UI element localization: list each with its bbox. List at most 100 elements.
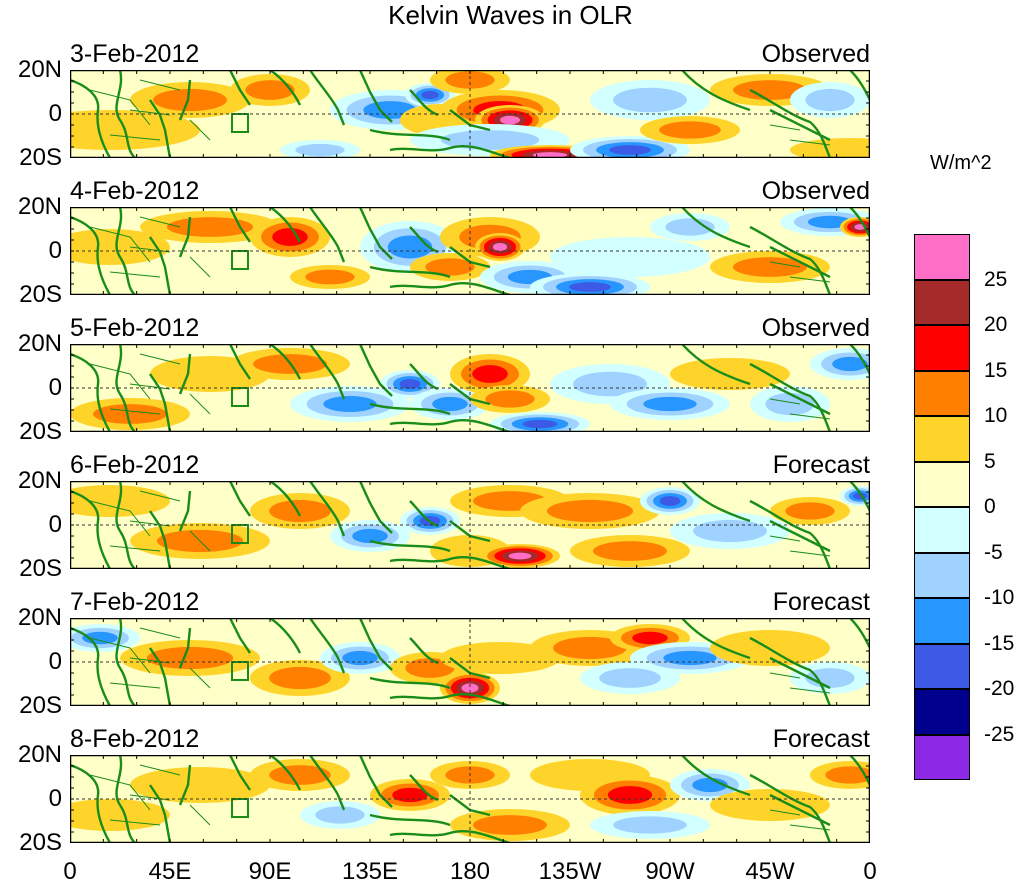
coastline [70,763,112,843]
coastline [681,207,751,249]
country-border [789,687,831,694]
coastline [228,344,251,380]
coastline [389,692,511,706]
coastline [849,755,870,786]
country-border [189,393,211,415]
anomaly-contour [522,419,558,429]
anomaly-contour [665,218,715,236]
coastline [70,489,112,569]
coastline [269,618,302,654]
country-borders [89,79,831,146]
chart-title: Kelvin Waves in OLR [388,0,633,30]
olr-anomaly-map [70,618,870,706]
country-border [129,246,171,253]
panel-frame [70,481,870,569]
map-panel-2: 4-Feb-2012 Observed [70,177,870,295]
anomaly-contour [445,71,495,89]
country-border [109,682,161,689]
country-border [129,383,171,390]
legend-swatch [914,234,970,280]
lat-label: 20N [17,56,62,83]
coastline [369,128,451,142]
country-border [129,520,171,527]
coastline [149,510,172,569]
anomaly-contour [352,528,388,544]
coastline [389,555,511,569]
legend-label: 15 [984,358,1008,382]
anomaly-contour [832,356,868,372]
panel-date: 6-Feb-2012 [70,451,200,479]
coastline [269,481,302,517]
coastline [149,784,172,843]
anomaly-contour [421,90,439,100]
coastline [358,70,393,123]
coastline [358,618,393,671]
olr-anomaly-map [70,344,870,432]
anomaly-contour [508,552,532,560]
anomaly-contour [593,541,667,561]
country-border [769,261,801,268]
anomaly-contour [532,152,568,158]
anomaly-contour [599,668,661,688]
coastline [769,519,831,553]
coastline [228,481,251,517]
lon-label: 45W [745,858,795,885]
coastline [178,627,192,669]
units-label: W/m^2 [930,152,992,174]
lat-label: 20S [19,829,62,856]
coastline [358,207,393,260]
anomaly-contour [425,258,475,276]
coastline [149,373,172,432]
coastline [309,344,346,400]
olr-anomaly-map [70,481,870,569]
anomaly-contour [573,371,647,397]
country-borders [89,627,831,694]
legend-swatch [914,370,970,416]
coastline [681,70,751,112]
anomaly-contour [399,379,421,389]
coastline [70,78,112,158]
lat-label: 20N [17,604,62,631]
anomaly-contour [613,87,687,113]
color-legend [914,234,970,780]
anomaly-contour [643,396,697,412]
country-border [109,134,161,141]
anomaly-contour [632,631,668,645]
legend-swatch [914,643,970,689]
coastline [309,207,346,263]
coastline [369,813,451,827]
anomaly-contour [785,502,835,520]
country-border [189,119,211,141]
coastline [269,755,302,791]
lat-label: 20N [17,741,62,768]
legend-label: -15 [984,631,1015,655]
country-border [89,774,151,811]
anomaly-contour [269,765,331,785]
coastline [309,481,346,537]
anomaly-contour [659,121,721,139]
anomaly-contour [546,499,634,523]
country-border [139,490,181,502]
coastline [115,755,136,843]
coastline [369,539,451,553]
country-border [129,657,171,664]
panel-date: 5-Feb-2012 [70,314,200,342]
country-borders [89,764,831,831]
olr-anomaly-map [70,70,870,158]
anomaly-contour [550,237,710,277]
legend-swatch [914,689,970,735]
coastline [769,245,831,279]
country-border [109,819,161,826]
legend-label: 10 [984,404,1008,427]
coastline [269,344,302,380]
anomaly-contours [70,70,870,158]
country-border [89,500,151,537]
anomaly-contour [269,499,331,523]
panel-frame [70,344,870,432]
legend-swatch [914,507,970,553]
legend-swatch [914,416,970,462]
map-panel-4: 6-Feb-2012 Forecast [70,451,870,569]
anomaly-contours [70,208,870,295]
coastline [149,99,172,158]
coastline [358,481,393,534]
